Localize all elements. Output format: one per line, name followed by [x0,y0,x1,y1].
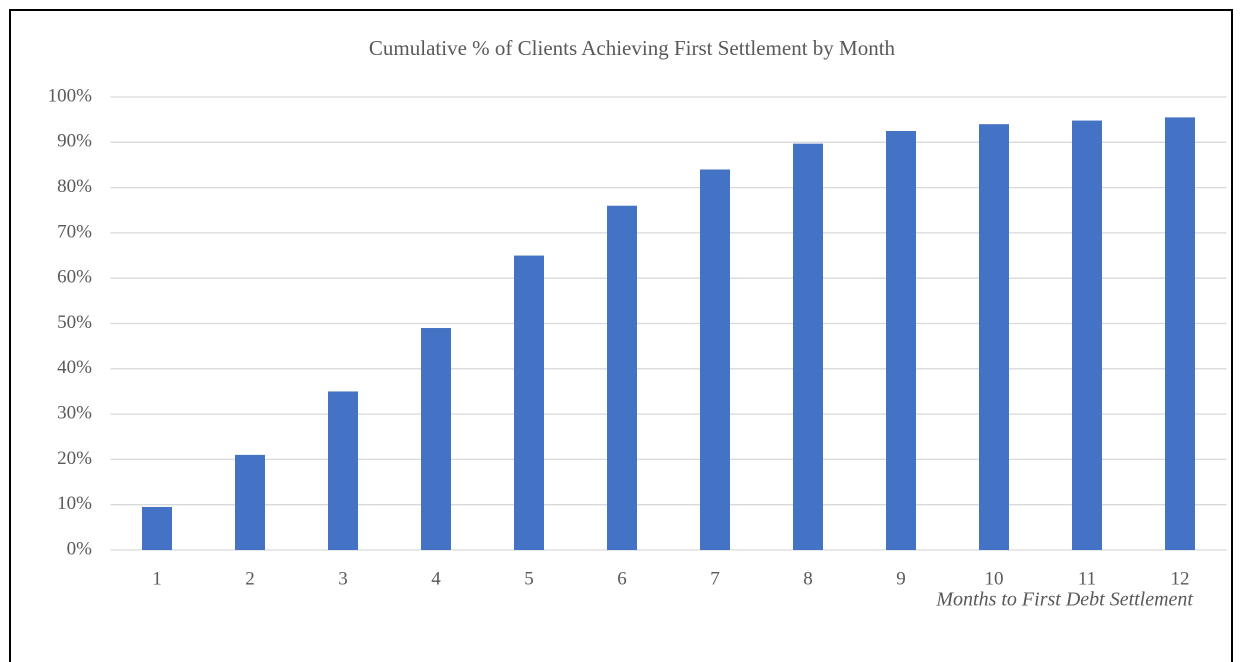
y-tick-label: 50% [57,312,92,333]
chart-title: Cumulative % of Clients Achieving First … [369,36,896,60]
bar [514,255,544,551]
x-tick-label: 9 [896,568,906,589]
bar [421,328,451,550]
bar [700,169,730,551]
bar [793,143,823,550]
bar [142,506,172,550]
bar [979,124,1009,551]
y-tick-label: 80% [57,176,92,197]
bar [235,454,265,550]
bar [886,130,916,550]
x-axis-label: Months to First Debt Settlement [935,589,1193,611]
y-tick-label: 70% [57,221,92,242]
y-tick-label: 30% [57,402,92,423]
x-tick-label: 1 [152,568,162,589]
y-tick-label: 60% [57,267,92,288]
x-tick-label: 5 [524,568,534,589]
bar [607,205,637,550]
x-tick-label: 7 [710,568,720,589]
x-tick-label: 8 [803,568,813,589]
x-tick-label: 6 [617,568,627,589]
y-tick-label: 40% [57,357,92,378]
bar [328,391,358,550]
bar [1165,117,1195,550]
x-tick-label: 2 [245,568,255,589]
bar [1072,120,1102,550]
y-tick-label: 0% [67,538,93,559]
x-tick-label: 11 [1078,568,1096,589]
x-tick-label: 4 [431,568,441,589]
x-tick-label: 10 [985,568,1004,589]
y-tick-label: 90% [57,131,92,152]
y-tick-label: 10% [57,493,92,514]
y-tick-label: 20% [57,448,92,469]
x-tick-label: 3 [338,568,348,589]
x-tick-label: 12 [1171,568,1190,589]
y-tick-label: 100% [48,85,93,106]
